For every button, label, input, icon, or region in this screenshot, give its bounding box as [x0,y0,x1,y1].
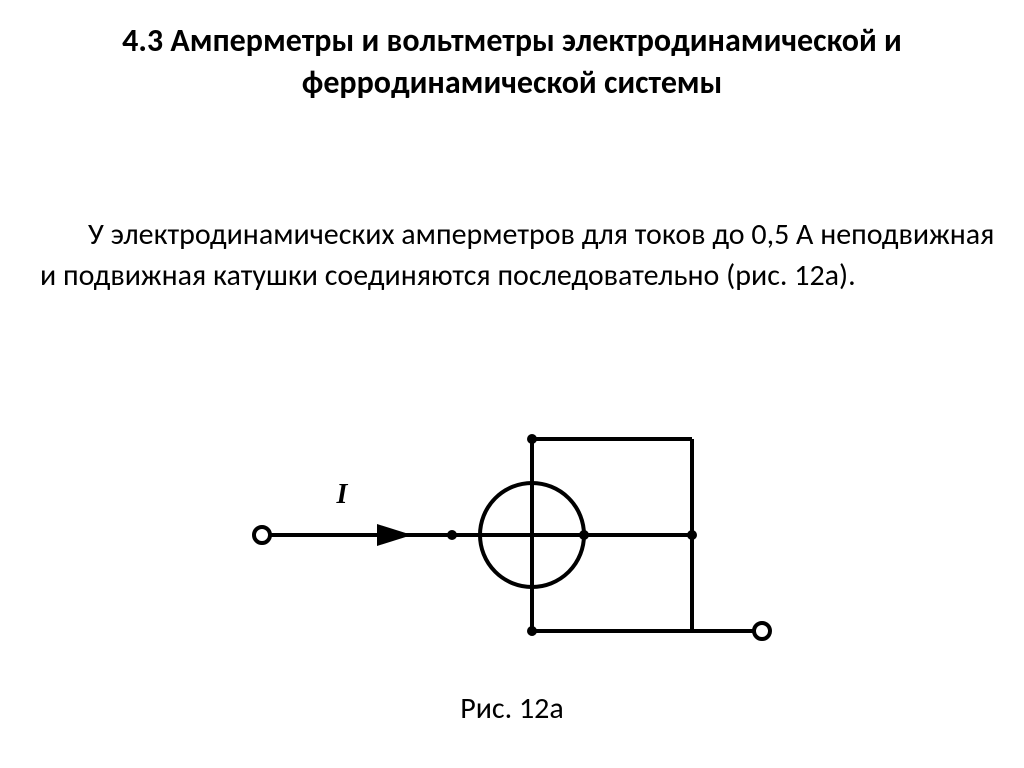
circuit-svg: I [202,385,822,665]
section-title: 4.3 Амперметры и вольтметры электродинам… [0,20,1024,103]
current-label: I [336,479,349,510]
page: 4.3 Амперметры и вольтметры электродинам… [0,0,1024,768]
figure-caption: Рис. 12а [0,690,1024,727]
body-paragraph: У электродинамических амперметров для то… [40,215,1004,296]
circuit-diagram: I [0,385,1024,670]
